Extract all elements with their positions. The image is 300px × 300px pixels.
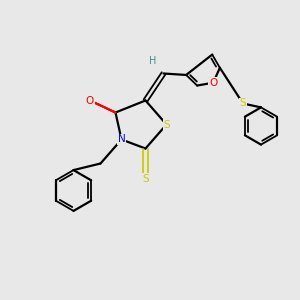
Text: O: O [209, 78, 217, 88]
Text: S: S [240, 98, 246, 109]
Text: S: S [142, 173, 149, 184]
Text: O: O [86, 95, 94, 106]
Text: S: S [163, 119, 170, 130]
Text: N: N [118, 134, 125, 145]
Text: H: H [149, 56, 157, 67]
